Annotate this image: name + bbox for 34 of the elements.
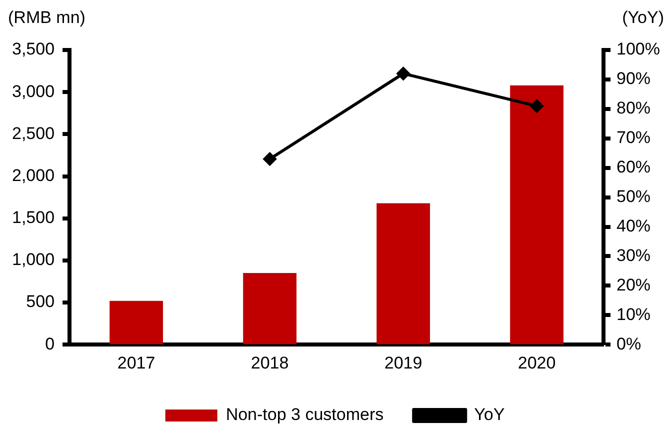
x-tick-label: 2017 — [117, 353, 156, 372]
y2-tick-label: 50% — [616, 186, 651, 206]
y-tick-label: 3,000 — [12, 82, 55, 101]
bar — [243, 273, 296, 344]
y2-axis-title: (YoY) — [622, 8, 664, 28]
point — [396, 67, 410, 80]
y-tick-label: 1,000 — [12, 250, 55, 270]
y-axis-title: (RMB mn) — [8, 8, 86, 28]
y2-tick-label: 90% — [616, 69, 651, 88]
y2-tick-label: 10% — [616, 304, 651, 324]
y-tick-label: 2,000 — [12, 166, 55, 185]
y2-tick-label: 100% — [616, 40, 660, 59]
x-tick-label: 2020 — [518, 353, 556, 372]
y2-tick-label: 20% — [616, 275, 651, 294]
bar — [376, 203, 430, 344]
y2-tick-label: 40% — [616, 216, 651, 236]
y2-tick-label: 0% — [616, 334, 642, 354]
x-tick-label: 2018 — [250, 353, 289, 372]
y2-tick-label: 30% — [616, 246, 651, 265]
y-tick-label: 0 — [45, 334, 55, 354]
y2-tick-label: 80% — [616, 98, 651, 118]
bar — [510, 85, 564, 344]
y-tick-label: 2,500 — [12, 124, 55, 143]
x-tick-label: 2019 — [384, 353, 422, 372]
bar — [110, 300, 163, 344]
y-tick-label: 3,500 — [12, 40, 55, 59]
y-tick-label: 500 — [26, 292, 55, 312]
legend-label: YoY — [474, 405, 505, 424]
y-tick-label: 1,500 — [12, 208, 55, 228]
point — [530, 99, 544, 112]
y2-tick-label: 60% — [616, 158, 651, 177]
legend-label: Non-top 3 customers — [226, 405, 384, 424]
y2-tick-label: 70% — [616, 128, 651, 148]
point — [263, 152, 276, 166]
